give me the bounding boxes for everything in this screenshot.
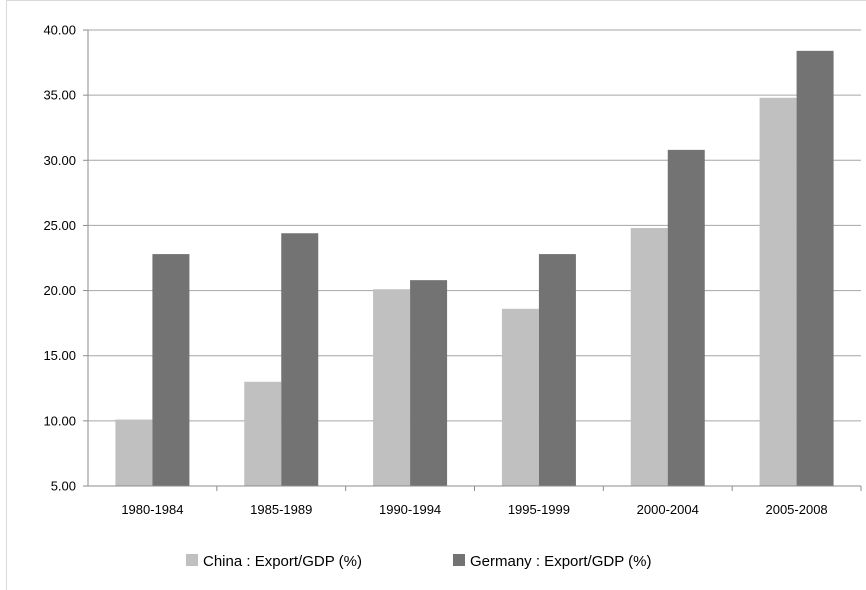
china-bar [373,289,411,486]
y-axis-tick-labels: 5.00 10.00 15.00 20.00 25.00 30.00 35.00 40.00 [43,23,76,494]
y-tick-label: 30.00 [43,153,76,168]
x-tick-label: 1985-1989 [250,502,312,517]
chart-frame [6,0,866,590]
bars [115,50,834,487]
y-tick-label: 25.00 [43,218,76,233]
germany-bar [152,254,190,486]
axes [83,29,862,491]
china-bar [244,381,282,486]
y-tick-label: 5.00 [51,479,76,494]
gridlines [88,29,861,422]
germany-legend-label: Germany : Export/GDP (%) [470,553,651,570]
x-tick-label: 1990-1994 [379,502,441,517]
china-legend-label: China : Export/GDP (%) [203,553,362,570]
china-bar [501,308,539,486]
y-tick-label: 10.00 [43,413,76,428]
x-tick-label: 1980-1984 [121,502,183,517]
china-bar [630,228,668,486]
germany-legend-swatch [453,554,465,566]
x-axis-tick-labels: 1980-1984 1985-1989 1990-1994 1995-1999 2000… [121,502,827,517]
y-tick-label: 35.00 [43,88,76,103]
china-legend-swatch [186,554,198,566]
germany-bar [796,50,834,487]
x-tick-label: 2005-2008 [765,502,827,517]
y-tick-label: 20.00 [43,283,76,298]
germany-bar [538,254,576,486]
china-bar [759,97,797,487]
germany-bar [281,233,319,486]
x-tick-label: 2000-2004 [637,502,699,517]
legend: China : Export/GDP (%) Germany : Export/G… [186,553,651,570]
y-tick-label: 40.00 [43,23,76,38]
germany-bar [667,149,705,486]
y-tick-label: 15.00 [43,348,76,363]
x-tick-label: 1995-1999 [508,502,570,517]
germany-bar [410,280,448,486]
china-bar [115,419,153,486]
